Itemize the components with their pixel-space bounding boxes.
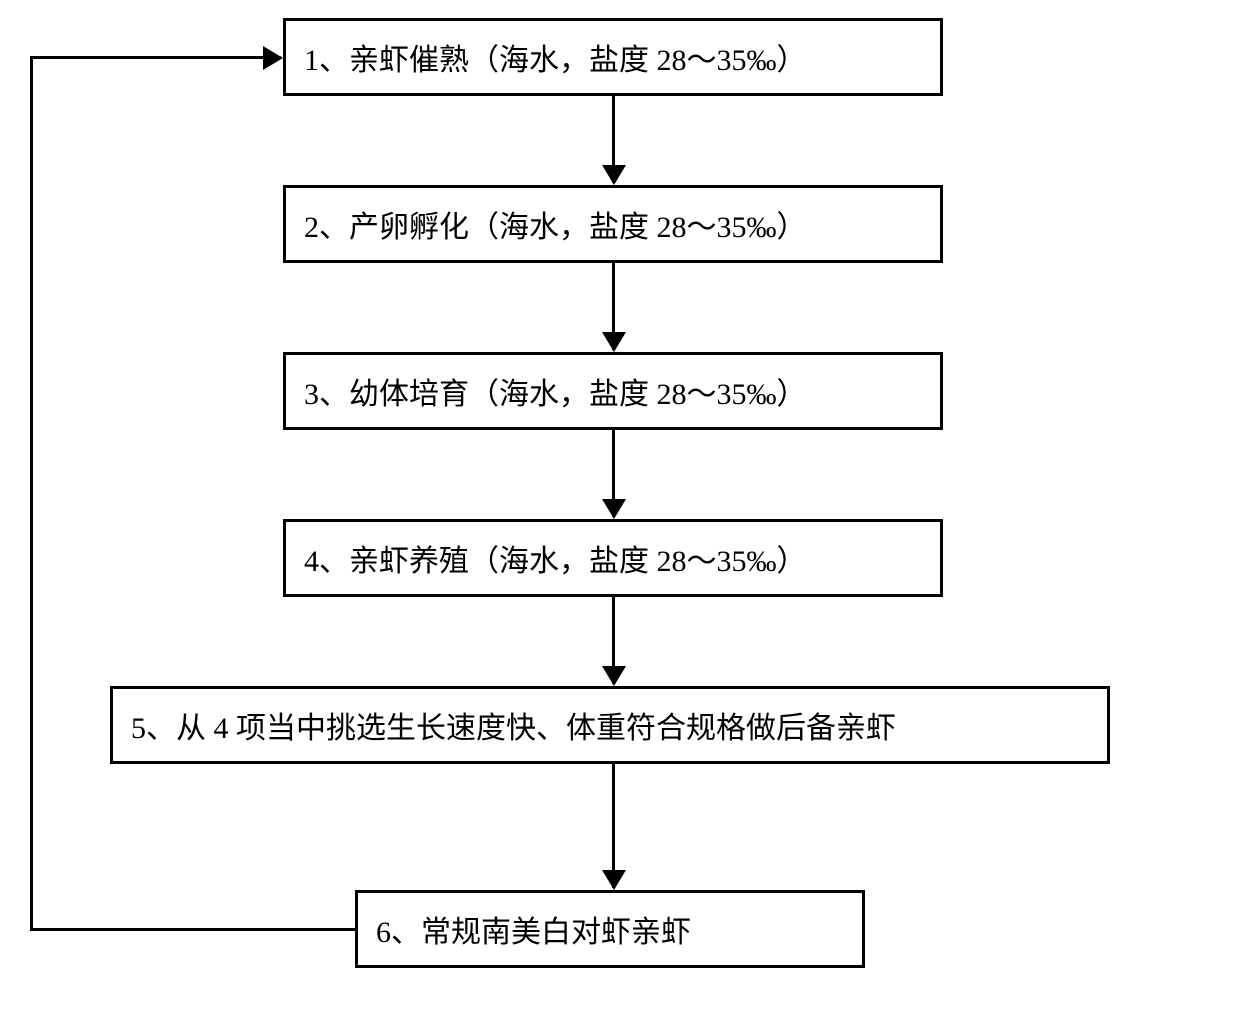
- step-1-box: 1、亲虾催熟（海水，盐度 28～35‰）: [283, 18, 943, 96]
- step-2-label: 2、产卵孵化（海水，盐度 28～35‰）: [304, 202, 807, 246]
- arrow-2-3: [612, 263, 615, 350]
- step-5-label: 5、从 4 项当中挑选生长速度快、体重符合规格做后备亲虾: [131, 703, 896, 747]
- step-4-box: 4、亲虾养殖（海水，盐度 28～35‰）: [283, 519, 943, 597]
- step-3-label: 3、幼体培育（海水，盐度 28～35‰）: [304, 369, 807, 413]
- step-2-box: 2、产卵孵化（海水，盐度 28～35‰）: [283, 185, 943, 263]
- arrow-3-4: [612, 430, 615, 517]
- step-1-label: 1、亲虾催熟（海水，盐度 28～35‰）: [304, 35, 807, 79]
- step-6-box: 6、常规南美白对虾亲虾: [355, 890, 865, 968]
- step-4-label: 4、亲虾养殖（海水，盐度 28～35‰）: [304, 536, 807, 580]
- step-3-box: 3、幼体培育（海水，盐度 28～35‰）: [283, 352, 943, 430]
- step-5-box: 5、从 4 项当中挑选生长速度快、体重符合规格做后备亲虾: [110, 686, 1110, 764]
- feedback-bottom-segment: [30, 928, 355, 931]
- arrow-4-5: [612, 597, 615, 684]
- step-6-label: 6、常规南美白对虾亲虾: [376, 907, 691, 951]
- feedback-vertical-segment: [30, 56, 33, 931]
- feedback-top-segment: [30, 56, 281, 59]
- arrow-5-6: [612, 764, 615, 888]
- flowchart-container: 1、亲虾催熟（海水，盐度 28～35‰） 2、产卵孵化（海水，盐度 28～35‰…: [0, 0, 1240, 1014]
- arrow-1-2: [612, 96, 615, 183]
